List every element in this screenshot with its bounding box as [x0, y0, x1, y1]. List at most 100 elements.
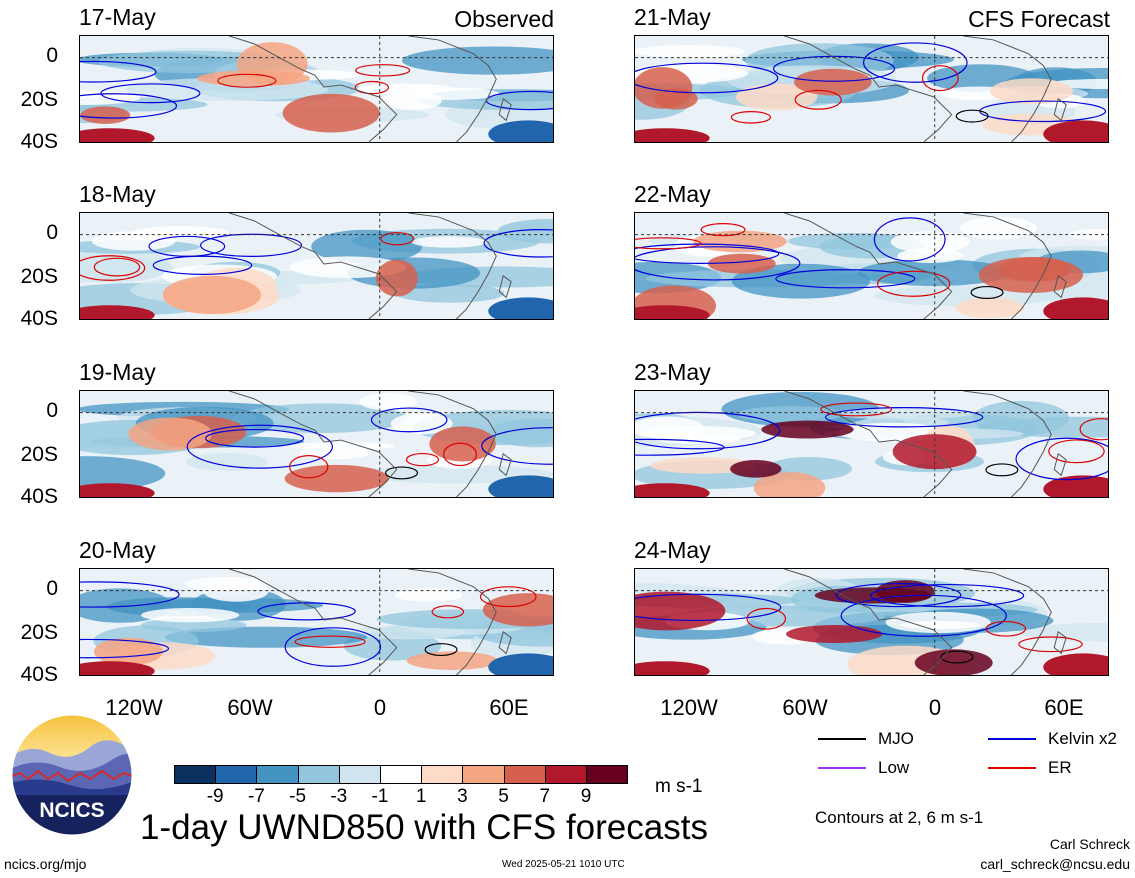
anomaly-blob: [731, 263, 871, 299]
anomaly-blob: [1043, 297, 1108, 319]
anomaly-blob: [972, 400, 1069, 436]
x-tick-label: 120W: [105, 695, 163, 720]
er-contour: [380, 232, 415, 246]
kelvin-contour: [186, 424, 334, 469]
anomaly-blob: [128, 417, 212, 451]
anomaly-blob: [80, 483, 155, 497]
er-contour: [1079, 418, 1108, 441]
colorbar-label: -7: [247, 786, 265, 807]
er-contour: [700, 223, 746, 237]
kelvin-contour: [635, 246, 801, 281]
date-label: 19-May: [79, 359, 156, 385]
anomaly-blob: [289, 256, 406, 279]
colorbar-swatch: [380, 765, 423, 784]
er-contour: [405, 453, 440, 467]
kelvin-contour: [257, 602, 356, 621]
anomaly-blob: [164, 626, 368, 648]
colorbar-label: -5: [289, 786, 307, 807]
kelvin-contour: [205, 428, 305, 448]
coastline-madagascar: [1053, 97, 1067, 122]
anomaly-blob: [955, 297, 1024, 319]
coastline-madagascar: [498, 630, 512, 655]
site-link[interactable]: ncics.org/mjo: [4, 856, 87, 872]
coastline-africa: [408, 391, 497, 497]
x-tick-label: 60W: [782, 695, 828, 720]
er-contour: [985, 620, 1027, 637]
colorbar-label: -9: [206, 786, 224, 807]
coastline-americas: [784, 36, 953, 142]
map-panel-19-May: [79, 390, 554, 498]
ncics-logo: NCICS: [10, 713, 134, 837]
kelvin-contour: [80, 581, 180, 608]
x-tick-label: 0: [928, 695, 942, 720]
colorbar-swatch: [297, 765, 340, 784]
anomaly-blob: [488, 653, 553, 675]
anomaly-blob: [406, 651, 499, 670]
er-contour: [93, 257, 141, 277]
anomaly-blob: [761, 420, 854, 439]
x-tick-label: 60E: [1044, 695, 1084, 720]
anomaly-blob: [488, 475, 553, 497]
er-contour: [443, 442, 477, 467]
anomaly-blob: [488, 120, 553, 142]
kelvin-contour: [870, 583, 1025, 608]
anomaly-blob: [80, 305, 155, 319]
map-panel-22-May: [634, 212, 1109, 320]
date-label: 23-May: [634, 359, 711, 385]
er-contour: [217, 73, 277, 88]
colorbar-swatch: [338, 765, 381, 784]
author: Carl Schreck: [1049, 836, 1130, 852]
kelvin-contour: [772, 55, 896, 82]
coastline-madagascar: [498, 274, 512, 299]
mjo-contour: [424, 643, 458, 657]
kelvin-contour: [370, 407, 448, 433]
map-panel-17-May: [79, 35, 554, 143]
anomaly-blob: [482, 593, 553, 627]
anomaly-blob: [359, 393, 417, 411]
mjo-contour: [955, 109, 989, 123]
y-tick-label: 40S: [20, 307, 58, 330]
date-label: 24-May: [634, 537, 711, 563]
y-tick-label: 40S: [20, 663, 58, 686]
colorbar-label: 5: [498, 786, 509, 807]
anomaly-blob: [394, 588, 463, 602]
author-email[interactable]: carl_schreck@ncsu.edu: [980, 856, 1130, 872]
y-tick-label: 20S: [20, 443, 58, 466]
legend-label: Low: [878, 758, 910, 777]
y-tick-label: 0: [46, 44, 58, 67]
legend-label: Kelvin x2: [1048, 729, 1117, 748]
er-contour: [80, 255, 146, 281]
anomaly-blob: [488, 418, 553, 448]
anomaly-blob: [635, 67, 693, 109]
map-panel-23-May: [634, 390, 1109, 498]
colorbar-label: -3: [330, 786, 348, 807]
coastline-madagascar: [1053, 630, 1067, 655]
anomaly-blob: [411, 236, 487, 248]
y-tick-label: 20S: [20, 88, 58, 111]
anomaly-blob: [1043, 120, 1108, 142]
x-tick-label: 0: [373, 695, 387, 720]
kelvin-contour: [80, 638, 170, 659]
x-tick-label: 60W: [227, 695, 273, 720]
anomaly-blob: [140, 618, 247, 633]
y-tick-label: 0: [46, 577, 58, 600]
forecast-label: CFS Forecast: [968, 6, 1110, 32]
mjo-contour: [940, 650, 974, 664]
coastline-americas: [784, 213, 953, 319]
anomaly-blob: [375, 259, 418, 297]
kelvin-contour: [80, 60, 157, 83]
er-contour: [431, 605, 465, 619]
coastline-americas: [229, 569, 398, 675]
anomaly-blob: [185, 576, 270, 592]
anomaly-blob: [1043, 475, 1108, 497]
er-contour: [820, 402, 893, 417]
er-contour: [877, 270, 951, 297]
colorbar-swatch: [503, 765, 546, 784]
anomaly-blob: [650, 457, 757, 474]
kelvin-contour: [635, 593, 782, 621]
x-tick-label: 60E: [489, 695, 529, 720]
anomaly-blob: [282, 93, 380, 133]
coastline-madagascar: [498, 452, 512, 477]
map-panel-21-May: [634, 35, 1109, 143]
contour-note: Contours at 2, 6 m s-1: [815, 808, 984, 827]
